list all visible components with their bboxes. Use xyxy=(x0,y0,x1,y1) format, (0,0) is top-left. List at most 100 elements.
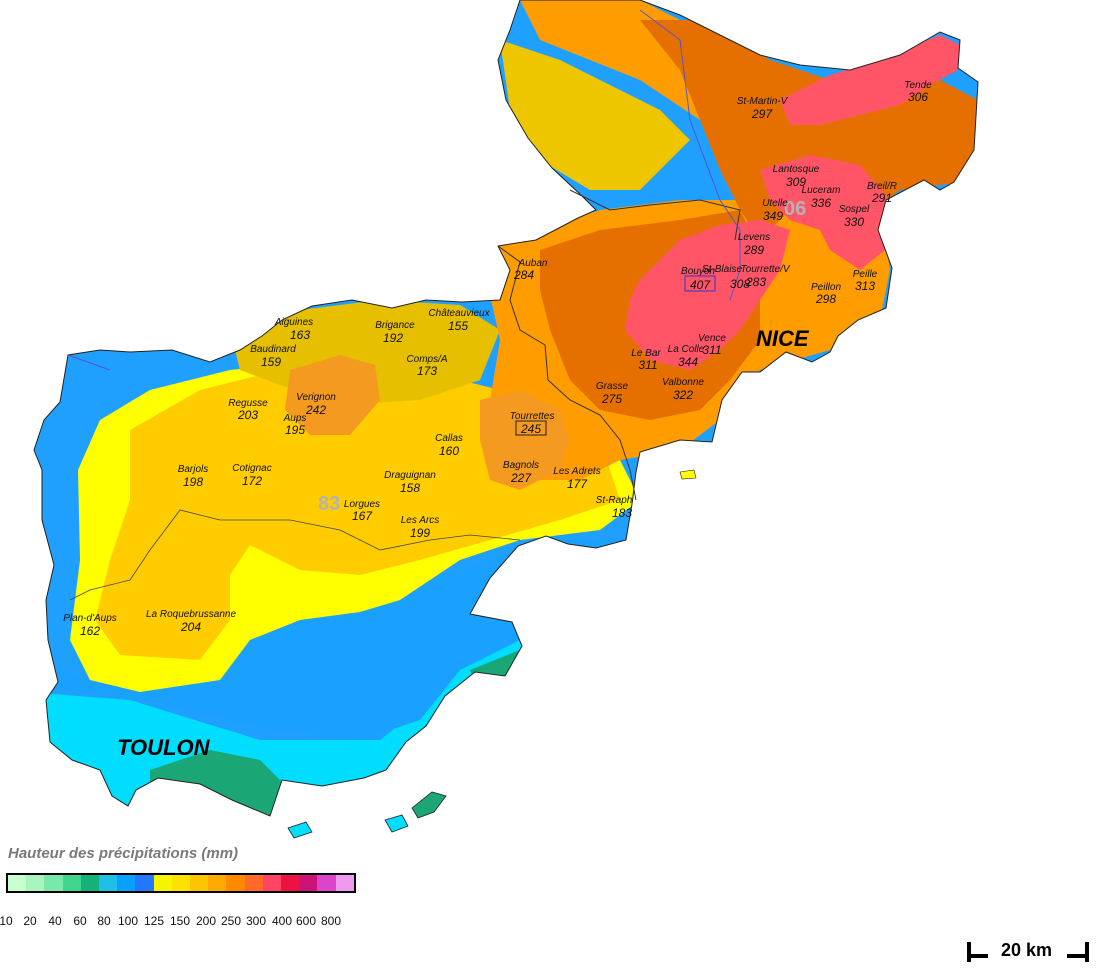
station-value: 308 xyxy=(730,277,750,291)
legend-swatch xyxy=(190,875,209,891)
station-name: Châteauvieux xyxy=(428,308,490,319)
station-name: St-Martin-V xyxy=(737,96,789,107)
zone-north-yellow xyxy=(500,40,690,190)
station-value: 163 xyxy=(290,328,310,342)
station-name: Aiguines xyxy=(274,317,313,328)
legend-tick-label: 10 xyxy=(0,914,13,928)
station-name: Breil/R xyxy=(867,181,897,192)
station-value: 283 xyxy=(745,275,766,289)
station-name: Regusse xyxy=(228,398,268,409)
station-name: Plan-d'Aups xyxy=(63,613,117,624)
zone-red-bouyon xyxy=(625,220,790,370)
legend-swatch xyxy=(62,875,81,891)
legend-tick-label: 60 xyxy=(73,914,87,928)
station-name: Vence xyxy=(698,333,726,344)
station-name: St-Blaise xyxy=(702,264,742,275)
river-west xyxy=(67,354,111,371)
station-name: Tourrettes xyxy=(510,411,555,422)
station-value: 227 xyxy=(510,471,532,485)
station-value: 309 xyxy=(786,175,806,189)
station-name: Aups xyxy=(283,413,307,424)
station-name: Bouyon xyxy=(681,266,715,277)
station-value: 167 xyxy=(352,509,373,523)
department-border-06-83 xyxy=(497,245,637,501)
legend-swatch xyxy=(99,875,118,891)
station-name: Les Arcs xyxy=(401,515,440,526)
legend-swatch xyxy=(44,875,63,891)
dept-label-83: 83 xyxy=(318,493,340,515)
station-value: 204 xyxy=(180,620,201,634)
station-labels: Tende 306 St-Martin-V 297 Lantosque 309 … xyxy=(63,80,932,638)
legend-swatch xyxy=(281,875,300,891)
legend-tick-label: 200 xyxy=(195,914,217,928)
legend-color-bar xyxy=(6,873,356,893)
precipitation-zones xyxy=(34,0,978,816)
island-4 xyxy=(679,469,697,480)
legend-tick-label: 250 xyxy=(220,914,242,928)
district-border xyxy=(69,509,521,601)
station-value: 291 xyxy=(871,191,892,205)
legend-swatch xyxy=(26,875,45,891)
island-3 xyxy=(287,821,313,839)
department-border-north xyxy=(569,189,741,241)
station-value: 203 xyxy=(237,408,258,422)
station-value: 158 xyxy=(400,481,420,495)
station-name: Utelle xyxy=(762,198,788,209)
island-1 xyxy=(384,814,409,833)
legend-title: Hauteur des précipitations (mm) xyxy=(8,845,239,862)
station-value: 298 xyxy=(815,292,836,306)
station-value: 173 xyxy=(417,364,437,378)
legend-tick-label: 800 xyxy=(320,914,342,928)
legend-swatch xyxy=(244,875,263,891)
legend-swatch xyxy=(153,875,172,891)
station-name: Levens xyxy=(738,232,770,243)
station-value: 162 xyxy=(80,624,100,638)
station-highlight-tourrettes xyxy=(515,420,547,436)
zone-verignon xyxy=(285,355,380,435)
station-value: 155 xyxy=(448,319,468,333)
zone-north-dark-orange xyxy=(640,20,978,240)
station-value: 336 xyxy=(811,196,831,210)
station-name: La Colle xyxy=(668,344,705,355)
legend-swatch xyxy=(8,875,27,891)
station-value: 245 xyxy=(520,422,541,436)
island-2 xyxy=(411,791,447,819)
station-name: Lorgues xyxy=(344,499,380,510)
station-value: 177 xyxy=(567,477,588,491)
legend-tick-label: 125 xyxy=(143,914,165,928)
legend-swatch xyxy=(317,875,336,891)
station-value: 330 xyxy=(844,215,864,229)
city-label-toulon: TOULON xyxy=(117,735,211,760)
legend-tick-label: 40 xyxy=(48,914,62,928)
station-value: 198 xyxy=(183,475,203,489)
zone-red-sospel xyxy=(760,155,890,270)
station-value: 195 xyxy=(285,423,305,437)
station-value: 172 xyxy=(242,474,262,488)
station-name: Peille xyxy=(853,269,878,280)
legend-swatch xyxy=(208,875,227,891)
station-name: Verignon xyxy=(296,392,336,403)
station-name: Bagnols xyxy=(503,460,539,471)
legend-swatch xyxy=(335,875,354,891)
station-name: Comps/A xyxy=(406,354,447,365)
station-value: 311 xyxy=(638,358,657,372)
station-name: St-Raph xyxy=(596,495,633,506)
legend-tick-label: 20 xyxy=(23,914,37,928)
station-name: Tourrette/V xyxy=(740,264,790,275)
station-name: Les Adrets xyxy=(553,466,600,477)
station-name: Callas xyxy=(435,433,463,444)
station-value: 322 xyxy=(673,388,693,402)
legend-swatch xyxy=(135,875,154,891)
station-highlight-bouyon xyxy=(684,275,716,292)
station-value: 306 xyxy=(908,90,928,104)
station-name: Brigance xyxy=(375,320,415,331)
scale-bar-left-end xyxy=(967,942,988,962)
station-name: Lantosque xyxy=(773,164,820,175)
station-name: La Roquebrussanne xyxy=(146,609,237,620)
station-name: Luceram xyxy=(802,185,841,196)
scale-bar-label: 20 km xyxy=(1001,939,1053,960)
river-var xyxy=(639,9,741,301)
legend-tick-label: 100 xyxy=(117,914,139,928)
station-name: Sospel xyxy=(839,204,870,215)
legend-tick-label: 80 xyxy=(97,914,111,928)
